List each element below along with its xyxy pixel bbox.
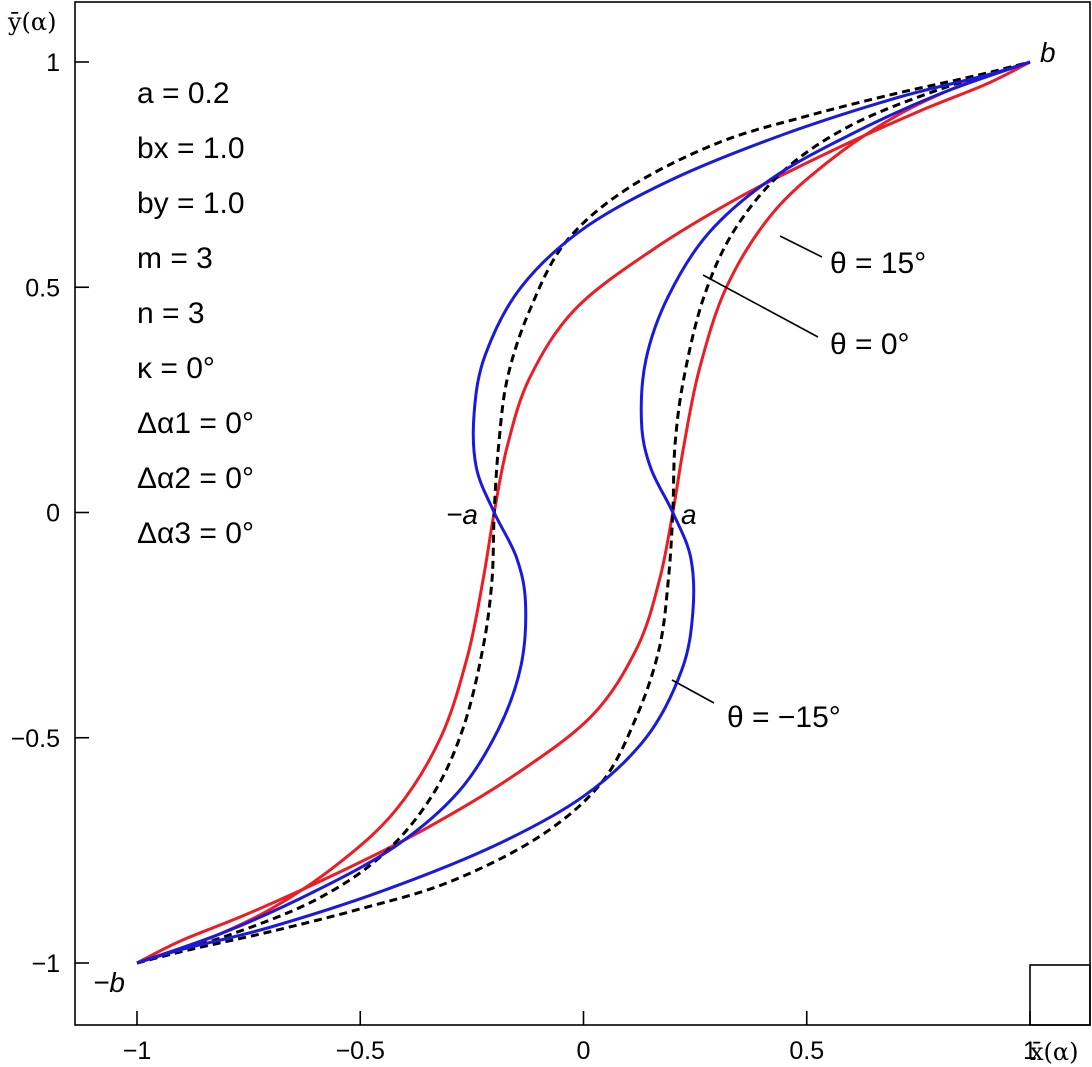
y-tick-label: 0 xyxy=(46,500,60,528)
x-tick-label: 1 xyxy=(1023,1037,1037,1065)
y-tick-label: 1 xyxy=(46,49,60,77)
param-by: by = 1.0 xyxy=(137,187,245,220)
annotation-theta-neg15: θ = −15° xyxy=(727,701,841,734)
point-label-b: b xyxy=(1040,37,1056,68)
plot-frame xyxy=(74,1,1091,1026)
curves-layer xyxy=(136,60,1031,965)
annotations: θ = 15° θ = 0° θ = −15° xyxy=(671,235,926,734)
param-m: m = 3 xyxy=(137,242,213,275)
y-tick-label: 0.5 xyxy=(25,274,60,302)
x-tick-label: 0.5 xyxy=(789,1037,824,1065)
leader-theta-0 xyxy=(702,274,819,338)
leader-theta-neg15 xyxy=(671,679,715,704)
series-line-0-branch-1 xyxy=(136,60,1031,965)
param-bx: bx = 1.0 xyxy=(137,132,245,165)
annotation-theta-0: θ = 0° xyxy=(830,328,910,361)
y-axis-title: ȳ(α) xyxy=(7,8,57,36)
leader-theta-15 xyxy=(779,235,823,258)
point-labels: b −b a −a xyxy=(93,37,1056,998)
annotation-theta-15: θ = 15° xyxy=(830,247,926,280)
param-kappa: κ = 0° xyxy=(137,352,215,385)
series-line-1-branch-1 xyxy=(136,60,1031,965)
series-line-0-branch-0 xyxy=(136,60,1031,965)
x-axis-title: x̄(α) xyxy=(1030,1038,1078,1066)
param-dalpha2: Δα2 = 0° xyxy=(137,462,254,495)
point-label-neg-b: −b xyxy=(93,967,125,998)
param-dalpha1: Δα1 = 0° xyxy=(137,407,254,440)
series-line-2-branch-1 xyxy=(136,60,1031,965)
y-tick-label: −0.5 xyxy=(11,725,60,753)
corner-box xyxy=(1029,964,1091,1026)
x-tick-label: 0 xyxy=(577,1037,591,1065)
point-label-a: a xyxy=(681,499,697,530)
parameter-list: a = 0.2 bx = 1.0 by = 1.0 m = 3 n = 3 κ … xyxy=(137,77,254,550)
param-a: a = 0.2 xyxy=(137,77,230,110)
param-n: n = 3 xyxy=(137,297,205,330)
param-dalpha3: Δα3 = 0° xyxy=(137,517,254,550)
x-tick-label: −1 xyxy=(123,1037,152,1065)
y-tick-label: −1 xyxy=(31,950,60,978)
point-label-neg-a: −a xyxy=(446,499,478,530)
ticks-layer: −1 −0.5 0 0.5 1 −1 −0.5 0 0.5 1 xyxy=(11,49,1037,1065)
series-line-1-branch-0 xyxy=(136,60,1031,965)
series-line-2-branch-0 xyxy=(136,60,1031,965)
x-tick-label: −0.5 xyxy=(336,1037,385,1065)
